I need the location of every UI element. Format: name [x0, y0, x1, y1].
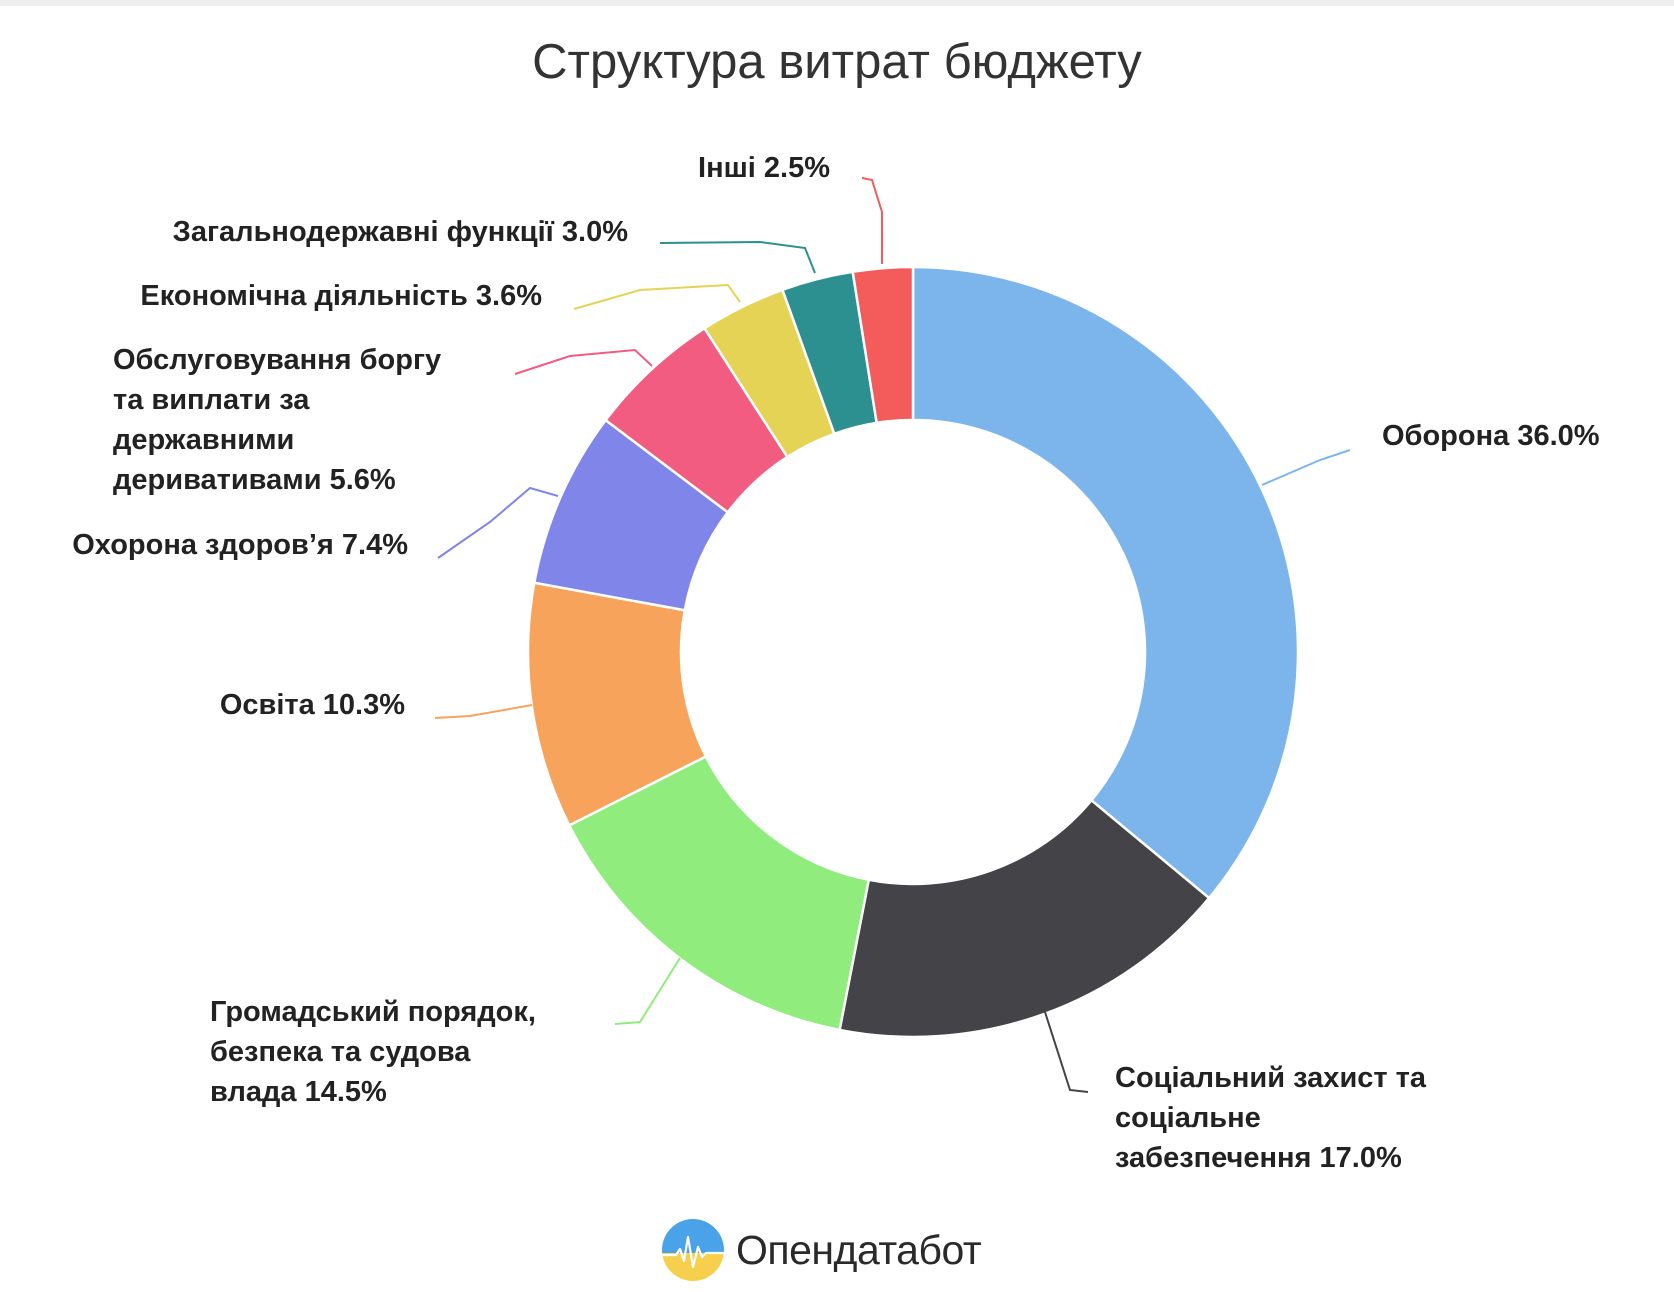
brand: Опендатабот	[660, 1215, 982, 1285]
slice-label-1: Оборона 36.0%	[1382, 416, 1600, 456]
slice-2[interactable]	[838, 798, 1211, 1039]
slice-3[interactable]	[567, 754, 871, 1032]
slice-label-line: та виплати за	[113, 384, 310, 416]
slice-label-line: Інші 2.5%	[698, 152, 830, 184]
slice-label-line: Освіта 10.3%	[219, 689, 405, 721]
slice-label-9: Інші 2.5%	[698, 148, 830, 188]
slice-label-8: Загальнодержавні функції 3.0%	[173, 212, 628, 252]
connector-5	[437, 486, 559, 559]
connector-8	[659, 240, 816, 274]
slice-label-line: Громадський порядок,	[210, 996, 536, 1028]
slice-label-line: забезпечення 17.0%	[1115, 1142, 1402, 1174]
connector-7	[573, 283, 741, 310]
slice-label-line: безпека та судова	[210, 1036, 471, 1068]
brand-name: Опендатабот	[736, 1226, 982, 1273]
connector-9	[861, 177, 883, 264]
slice-label-6: Обслуговування боргу та виплати за державн…	[113, 340, 441, 500]
slice-label-line: Обслуговування боргу	[113, 344, 442, 376]
slice-label-line: державними	[113, 424, 295, 456]
opendatabot-logo-icon	[662, 1219, 724, 1281]
slice-label-5: Охорона здоров’я 7.4%	[72, 525, 408, 565]
connector-4	[434, 704, 533, 719]
slice-label-line: Охорона здоров’я 7.4%	[72, 529, 408, 561]
slice-label-2: Соціальний захист та соціальне забезпеченн…	[1115, 1058, 1426, 1178]
slice-label-7: Економічна діяльність 3.6%	[140, 276, 542, 316]
connector-6	[514, 348, 653, 375]
slice-label-line: Оборона 36.0%	[1382, 420, 1600, 452]
chart-title: Структура витрат бюджету	[532, 35, 1142, 89]
slice-label-line: Економічна діяльність 3.6%	[140, 280, 542, 312]
slice-label-line: влада 14.5%	[210, 1076, 387, 1108]
slice-label-3: Громадський порядок, безпека та судова вла…	[210, 992, 536, 1112]
slice-1[interactable]	[911, 265, 1300, 900]
slice-label-line: Соціальний захист та	[1115, 1062, 1426, 1094]
slice-label-line: деривативами 5.6%	[113, 464, 396, 496]
slice-label-line: соціальне	[1115, 1102, 1261, 1134]
connector-1	[1261, 449, 1351, 486]
slice-label-line: Загальнодержавні функції 3.0%	[172, 216, 628, 248]
connector-2	[1044, 1011, 1089, 1093]
slice-label-4: Освіта 10.3%	[220, 685, 405, 725]
slice-9[interactable]	[851, 265, 915, 425]
top-bar	[0, 0, 1674, 6]
connector-3	[614, 957, 681, 1025]
